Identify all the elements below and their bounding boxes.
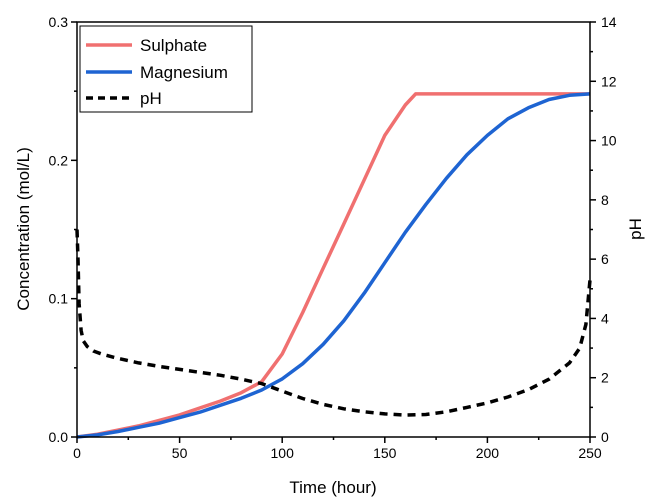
x-axis-title: Time (hour) bbox=[289, 478, 376, 497]
y2-tick-label: 6 bbox=[601, 251, 609, 267]
legend: Sulphate Magnesium pH bbox=[79, 25, 253, 113]
x-tick-label: 150 bbox=[373, 445, 397, 461]
ticks-layer: 0 50 100 150 200 250 0.0 0.1 0.2 0.3 0 2 4 6 8 10 12 14 bbox=[49, 14, 617, 461]
series-line-ph bbox=[75, 229, 592, 417]
legend-label-ph: pH bbox=[140, 89, 162, 108]
legend-box bbox=[79, 25, 253, 113]
y2-tick-label: 12 bbox=[601, 73, 617, 89]
y-tick-label: 0.2 bbox=[49, 152, 69, 168]
y-tick-label: 0.3 bbox=[49, 14, 69, 30]
y-axis-title: Concentration (mol/L) bbox=[14, 147, 33, 310]
y2-axis-title: pH bbox=[626, 218, 645, 240]
y-tick-label: 0.0 bbox=[49, 429, 69, 445]
x-tick-label: 50 bbox=[172, 445, 188, 461]
y2-tick-label: 2 bbox=[601, 370, 609, 386]
y2-tick-label: 0 bbox=[601, 429, 609, 445]
legend-label-sulphate: Sulphate bbox=[140, 36, 207, 55]
y2-tick-label: 8 bbox=[601, 192, 609, 208]
legend-label-magnesium: Magnesium bbox=[140, 63, 228, 82]
x-tick-label: 100 bbox=[271, 445, 295, 461]
series-line-sulphate bbox=[76, 92, 590, 439]
x-tick-label: 250 bbox=[578, 445, 602, 461]
series-layer bbox=[75, 92, 592, 439]
x-tick-label: 0 bbox=[73, 445, 81, 461]
y-tick-label: 0.1 bbox=[49, 291, 69, 307]
y2-tick-label: 4 bbox=[601, 310, 609, 326]
series-line-magnesium bbox=[76, 92, 591, 439]
y2-tick-label: 10 bbox=[601, 133, 617, 149]
x-tick-label: 200 bbox=[476, 445, 500, 461]
y2-tick-label: 14 bbox=[601, 14, 617, 30]
